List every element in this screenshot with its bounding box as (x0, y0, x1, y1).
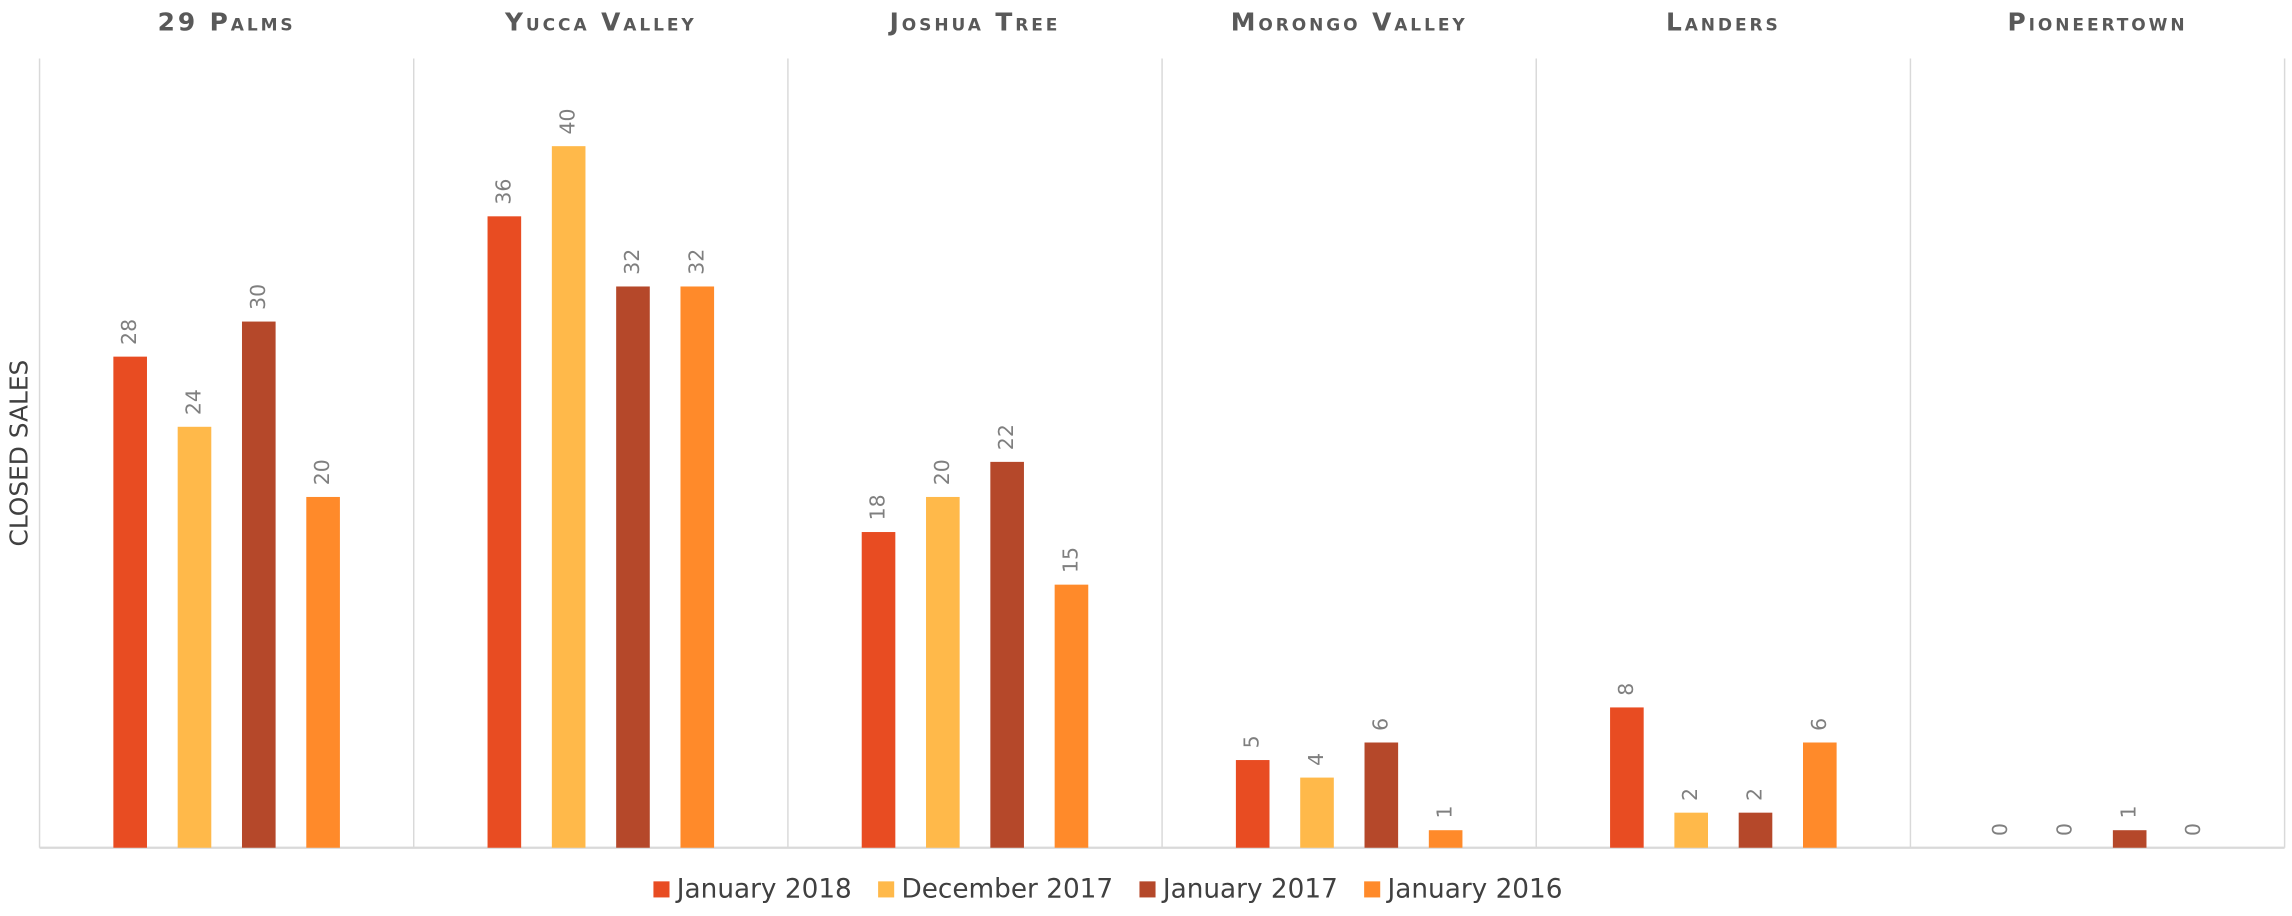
data-label: 2 (1742, 788, 1766, 801)
data-label: 0 (2181, 823, 2205, 836)
legend-swatch (878, 881, 895, 898)
data-label: 28 (117, 319, 141, 345)
bar (2112, 830, 2147, 848)
bar (1610, 707, 1644, 848)
legend-label: January 2017 (1161, 875, 1338, 905)
legend-label: December 2017 (901, 875, 1113, 905)
data-label: 40 (556, 108, 580, 134)
data-label: 24 (181, 389, 205, 415)
bar (926, 496, 960, 848)
bar (1054, 584, 1089, 848)
data-label: 5 (1240, 735, 1264, 748)
bar (1300, 777, 1334, 848)
bar (1803, 742, 1837, 848)
panel-title: 29 Palms (158, 7, 296, 36)
bar (1235, 760, 1270, 848)
bar (861, 532, 896, 848)
bar (1428, 830, 1463, 848)
bar (680, 286, 715, 848)
panel-title: Yucca Valley (504, 7, 697, 36)
bar (1674, 812, 1708, 848)
legend-swatch (1364, 881, 1381, 898)
bar (990, 461, 1024, 848)
data-label: 32 (684, 249, 708, 275)
legend: January 2018 December 2017 January 2017 Jan… (653, 875, 1563, 905)
data-label: 0 (1988, 823, 2012, 836)
data-label: 6 (1807, 718, 1831, 731)
data-label: 1 (1433, 805, 1457, 818)
data-label: 30 (246, 284, 270, 310)
y-axis-label: CLOSED SALES (5, 360, 34, 547)
data-label: 2 (1678, 788, 1702, 801)
data-label: 0 (2052, 823, 2076, 836)
data-label: 1 (2117, 805, 2141, 818)
bar (113, 356, 147, 848)
data-label: 36 (491, 179, 515, 205)
legend-swatch (653, 881, 670, 898)
data-label: 18 (866, 494, 890, 520)
data-label: 8 (1614, 683, 1638, 696)
data-label: 20 (310, 459, 334, 485)
bar (1364, 742, 1399, 848)
panel-title: Morongo Valley (1231, 7, 1468, 36)
data-label: 20 (930, 459, 954, 485)
panel-title: Pioneertown (2008, 7, 2188, 36)
bar (487, 216, 522, 848)
bar (616, 286, 650, 848)
data-label: 32 (620, 249, 644, 275)
bar (551, 146, 586, 848)
legend-swatch (1139, 881, 1156, 898)
legend-label: January 2016 (1386, 875, 1563, 905)
data-label: 22 (994, 424, 1018, 450)
legend-label: January 2018 (675, 875, 852, 905)
data-label: 15 (1058, 547, 1082, 573)
data-label: 4 (1304, 753, 1328, 766)
bar (306, 496, 340, 848)
bar (241, 321, 276, 848)
data-label: 6 (1368, 718, 1392, 731)
bar (1738, 812, 1773, 848)
bar (177, 426, 212, 848)
panel-title: Joshua Tree (888, 7, 1061, 36)
panel-title: Landers (1666, 7, 1781, 36)
